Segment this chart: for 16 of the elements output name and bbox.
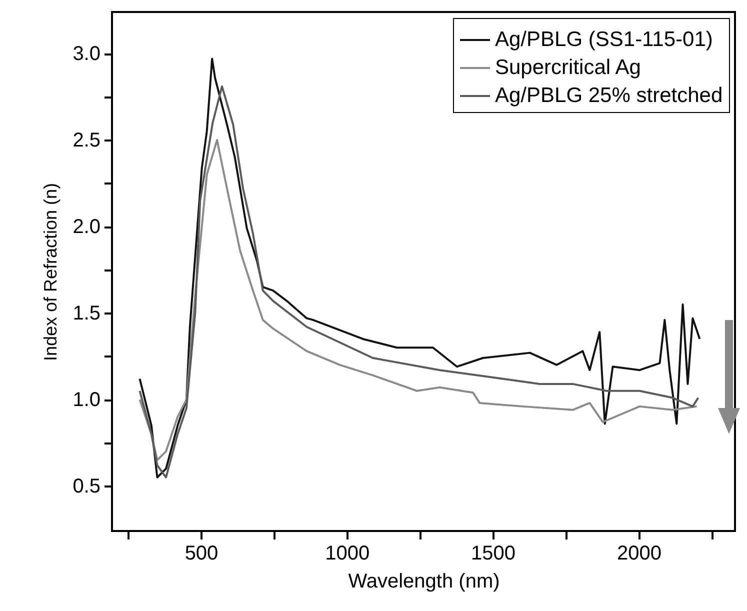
- x-tick-label: 2000: [616, 542, 662, 564]
- y-axis-title: Index of Refraction (n): [40, 182, 61, 362]
- legend-label: Ag/PBLG (SS1-115-01): [495, 28, 713, 51]
- y-tick-label: 1.5: [72, 302, 100, 325]
- legend-label: Supercritical Ag: [495, 56, 641, 79]
- legend-label: Ag/PBLG 25% stretched: [495, 84, 723, 107]
- line-series: [138, 139, 698, 462]
- x-axis-title: Wavelength (nm): [348, 570, 500, 592]
- y-tick-label: 2.0: [72, 216, 100, 238]
- x-tick-label: 1500: [471, 542, 516, 564]
- x-tick-label: 1000: [325, 542, 370, 564]
- x-tick-label: 500: [184, 542, 218, 564]
- y-tick-label: 1.0: [72, 389, 100, 412]
- y-tick-label: 0.5: [72, 476, 100, 498]
- y-tick-label: 2.5: [72, 130, 100, 152]
- y-tick-label: 3.0: [72, 43, 100, 66]
